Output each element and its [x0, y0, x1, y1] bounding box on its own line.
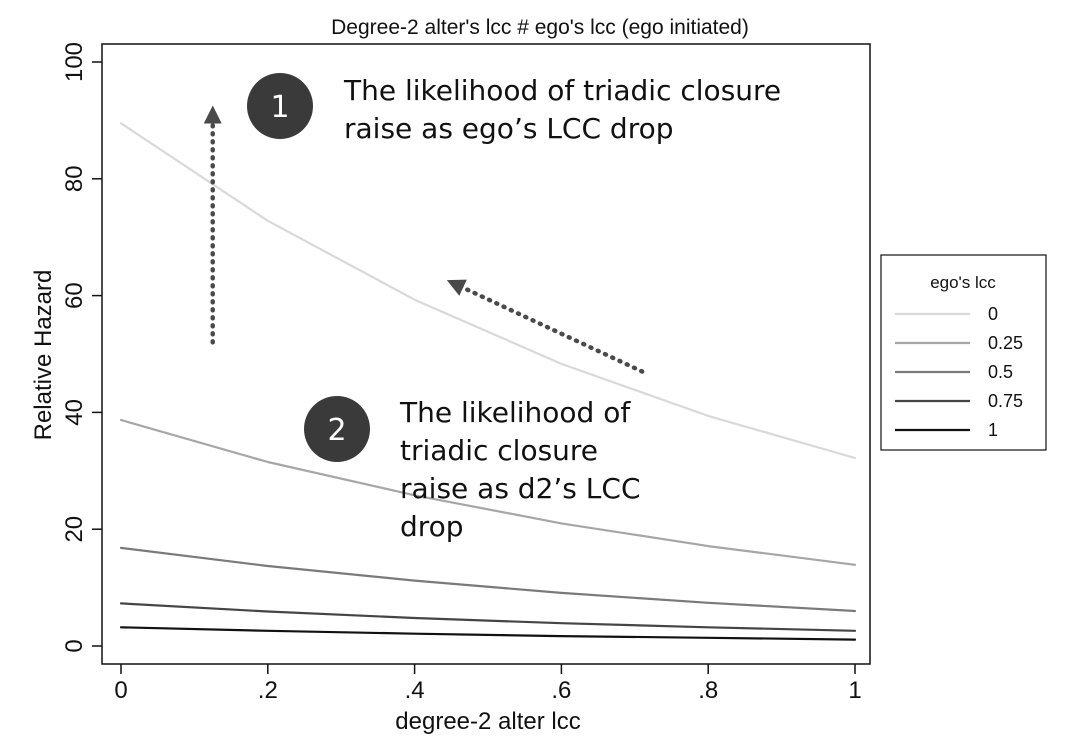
y-axis-label: Relative Hazard [30, 270, 57, 441]
y-tick-label-0: 0 [61, 639, 88, 652]
series-line-1 [119, 626, 857, 641]
annotation-badge-1 [247, 73, 313, 139]
y-tick-label-40: 40 [61, 399, 88, 426]
legend-title: ego's lcc [930, 273, 996, 292]
legend-box [880, 254, 1047, 451]
series-line-0-75 [119, 602, 857, 632]
annotation-badge-number-1: 1 [270, 90, 289, 125]
y-tick-label-60: 60 [61, 282, 88, 309]
annotations: 1 The likelihood of triadic closure raise … [203, 73, 781, 543]
series-line-0 [119, 122, 857, 460]
x-tick-label-6: .6 [551, 677, 571, 704]
x-axis: 0 .2 .4 .6 .8 1 [114, 664, 862, 704]
plot-frame [101, 43, 871, 665]
legend-label-1: 1 [988, 420, 998, 440]
annotation-badge-2 [304, 396, 370, 462]
annotation-text-2-line-1: The likelihood of [399, 396, 631, 429]
legend: ego's lcc 0 0.25 0.5 0.75 1 [880, 254, 1047, 451]
annotation-text-2-line-2: triadic closure [400, 434, 598, 467]
x-tick-label-4: .4 [405, 677, 425, 704]
annotation-badge-number-2: 2 [327, 413, 346, 448]
annotation-text-1-line-2: raise as ego’s LCC drop [344, 112, 674, 145]
legend-label-0-25: 0.25 [988, 333, 1023, 353]
annotation-arrow-2 [446, 279, 645, 374]
legend-label-0-5: 0.5 [988, 362, 1013, 382]
y-tick-label-20: 20 [61, 516, 88, 543]
series-lines [119, 122, 857, 641]
x-tick-label-1: 1 [848, 677, 861, 704]
chart-title: Degree-2 alter's lcc # ego's lcc (ego in… [331, 16, 749, 39]
annotation-text-2-line-3: raise as d2’s LCC [400, 472, 641, 505]
y-tick-label-80: 80 [61, 165, 88, 192]
x-tick-label-8: .8 [698, 677, 718, 704]
series-line-0-5 [119, 546, 857, 613]
y-tick-label-100: 100 [61, 42, 88, 82]
series-line-0-25 [119, 418, 857, 566]
x-tick-label-0: 0 [114, 677, 127, 704]
annotation-text-2-line-4: drop [400, 510, 464, 543]
legend-label-0: 0 [988, 304, 998, 324]
annotation-text-1-line-1: The likelihood of triadic closure [343, 74, 781, 107]
legend-label-0-75: 0.75 [988, 391, 1023, 411]
legend-items: 0 0.25 0.5 0.75 1 [895, 304, 1023, 440]
y-axis: 0 20 40 60 80 100 [61, 42, 102, 653]
x-axis-label: degree-2 alter lcc [395, 708, 580, 735]
x-tick-label-2: .2 [258, 677, 278, 704]
